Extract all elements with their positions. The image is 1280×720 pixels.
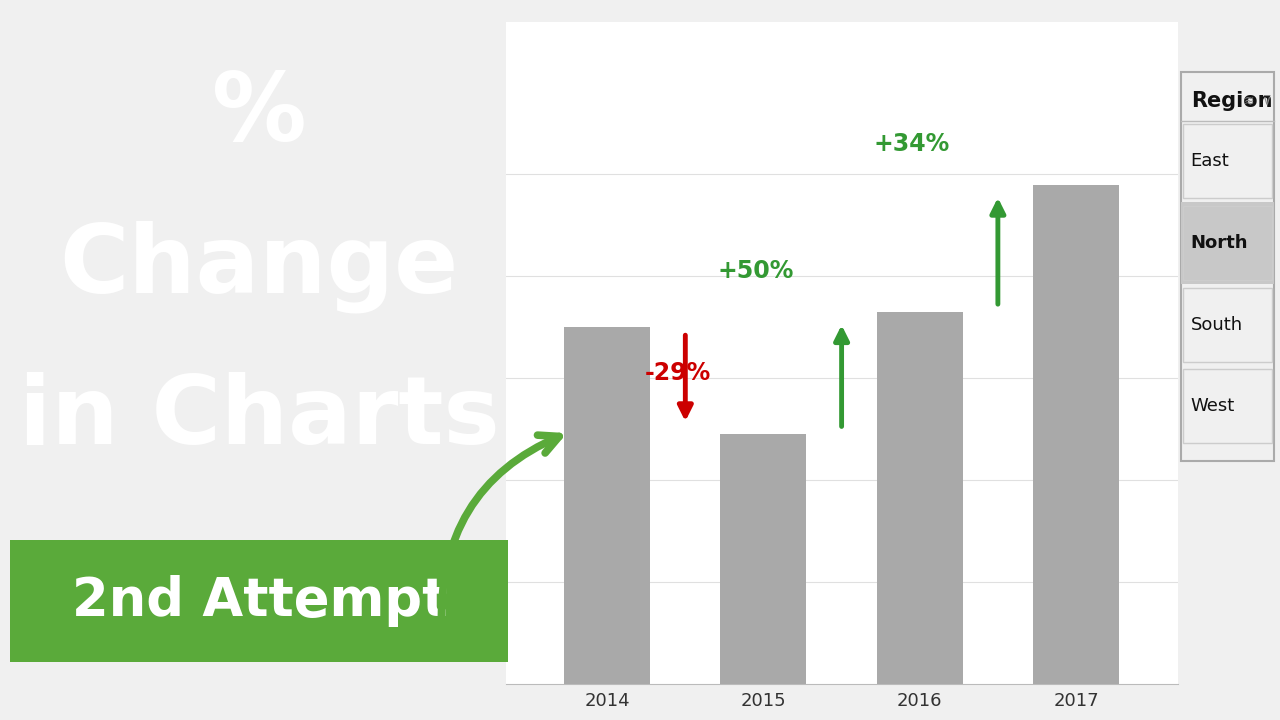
Bar: [721, 434, 806, 684]
Text: +50%: +50%: [718, 259, 794, 283]
Bar: [1033, 184, 1119, 684]
Bar: [1183, 288, 1272, 361]
Bar: [1181, 202, 1274, 284]
Text: in Charts: in Charts: [19, 372, 499, 464]
Text: +34%: +34%: [874, 132, 950, 156]
Bar: [877, 312, 963, 684]
Text: ≋  ⊽: ≋ ⊽: [1244, 94, 1272, 108]
Bar: [10, 540, 508, 662]
Text: North: North: [1190, 234, 1248, 252]
Text: Change: Change: [60, 220, 458, 312]
Text: %: %: [212, 69, 306, 161]
Text: South: South: [1190, 315, 1243, 334]
Text: East: East: [1190, 153, 1229, 171]
Bar: [564, 328, 650, 684]
Text: 2nd Attempt: 2nd Attempt: [72, 575, 447, 627]
Bar: [1183, 125, 1272, 198]
Bar: [1183, 369, 1272, 444]
Bar: [1183, 206, 1272, 280]
Text: West: West: [1190, 397, 1235, 415]
Text: Region: Region: [1190, 91, 1272, 111]
Text: -29%: -29%: [644, 361, 710, 385]
